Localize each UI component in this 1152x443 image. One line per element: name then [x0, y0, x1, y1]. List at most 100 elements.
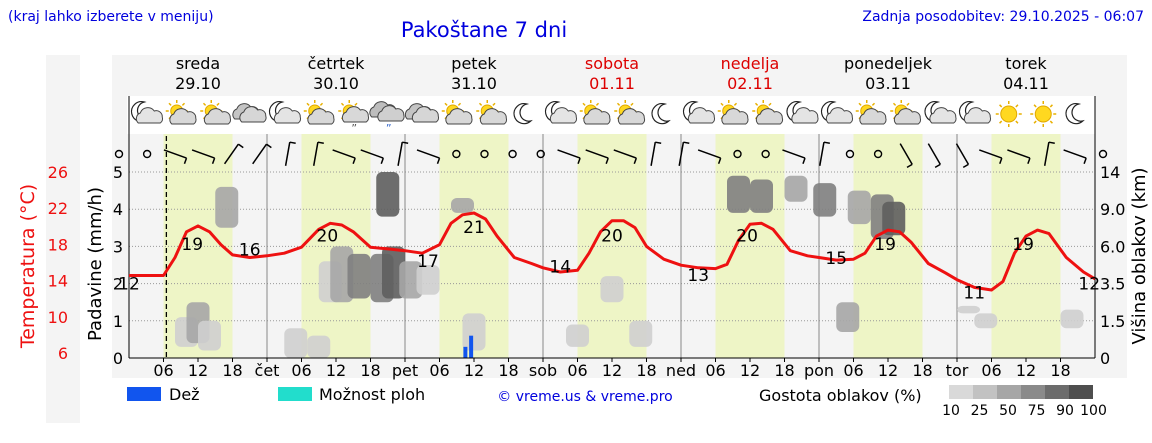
cloud-block — [882, 201, 906, 236]
time-tick: 12 — [326, 361, 346, 380]
time-tick: 18 — [360, 361, 380, 380]
cloud-block — [750, 179, 773, 213]
sun-cloud-icon — [200, 100, 232, 125]
precip-tick: 1 — [113, 312, 123, 331]
temperature-label: 19 — [1012, 235, 1034, 255]
temperature-label: 20 — [317, 226, 339, 246]
time-tick: 12 — [188, 361, 208, 380]
time-tick: 12 — [1016, 361, 1036, 380]
cloud-block — [836, 302, 860, 332]
cloud-block — [784, 175, 808, 202]
wind-barb — [416, 149, 441, 164]
svg-text:”: ” — [351, 122, 357, 135]
temperature-label: 12 — [1078, 275, 1100, 295]
density-step-label: 50 — [999, 403, 1017, 419]
wind-barb — [223, 143, 244, 165]
day-name: torek — [1005, 54, 1047, 73]
moon-cloud-icon — [682, 101, 716, 124]
day-date: 31.10 — [451, 74, 497, 93]
wind-barb — [332, 149, 356, 164]
density-step-label: 90 — [1056, 403, 1074, 419]
time-tick: 12 — [602, 361, 622, 380]
wind-barb — [650, 141, 662, 166]
time-tick: 06 — [429, 361, 449, 380]
moon-cloud-icon — [544, 101, 578, 124]
time-tick: 18 — [912, 361, 932, 380]
sun-cloud-icon — [303, 100, 335, 125]
day-date: 01.11 — [589, 74, 635, 93]
moon-icon — [1065, 103, 1085, 125]
wind-barb — [284, 141, 296, 166]
temperature-label: 17 — [417, 252, 439, 272]
time-tick: ned — [666, 361, 696, 380]
cloud-block — [284, 328, 308, 358]
cloud-rain-icon: ” — [369, 101, 405, 135]
temperature-label: 16 — [239, 241, 261, 261]
day-name: nedelja — [721, 54, 780, 73]
density-step-label: 10 — [942, 403, 960, 419]
location-hint[interactable]: (kraj lahko izberete v meniju) — [8, 9, 214, 25]
wind-barb — [585, 149, 609, 164]
cloud-block — [566, 324, 589, 347]
sun-cloud-drizzle-icon: ” — [338, 100, 370, 135]
wind-barb — [979, 149, 1003, 164]
sun-cloud-icon — [614, 100, 646, 125]
cloud-block — [215, 186, 239, 228]
moon-cloud-icon — [786, 101, 819, 124]
cloud-height-tick: 1.5 — [1100, 312, 1125, 331]
credit-link[interactable]: © vreme.us & vreme.pro — [497, 389, 672, 405]
left-gutter — [46, 55, 80, 423]
cloud-height-tick: 0 — [1100, 349, 1110, 368]
time-tick: 18 — [1050, 361, 1070, 380]
moon-cloud-icon — [924, 101, 957, 124]
svg-text:”: ” — [386, 122, 392, 135]
density-swatch — [997, 385, 1021, 399]
wind-barb — [557, 149, 581, 164]
temperature-tick: 10 — [48, 308, 68, 327]
temperature-line — [129, 211, 1096, 292]
day-date: 29.10 — [175, 74, 221, 93]
rain-legend-label: Dež — [169, 385, 200, 404]
day-name: četrtek — [308, 54, 366, 73]
daylight-band — [715, 96, 785, 358]
wind-barb — [819, 141, 830, 166]
day-name: sreda — [176, 54, 220, 73]
cloud-icon — [232, 103, 267, 123]
time-tick: 12 — [878, 361, 898, 380]
time-tick: 06 — [291, 361, 311, 380]
time-tick: 06 — [981, 361, 1001, 380]
cloud-block — [307, 335, 331, 358]
precip-tick: 4 — [113, 200, 123, 219]
cloud-block — [376, 172, 400, 217]
cloud-icon — [404, 103, 440, 123]
wind-barb — [927, 143, 941, 169]
time-tick: 06 — [567, 361, 587, 380]
wind-barb — [613, 149, 638, 164]
cloud-block — [600, 276, 624, 303]
temperature-label: 13 — [687, 266, 709, 286]
wind-barb — [163, 149, 188, 164]
moon-cloud-icon — [268, 101, 302, 124]
cloud-block — [1060, 309, 1084, 329]
precipitation-bars — [463, 335, 474, 358]
density-swatch — [1045, 385, 1069, 399]
wind-barb — [697, 149, 722, 164]
cloud-block — [974, 313, 998, 329]
sun-icon — [995, 101, 1022, 127]
sun-cloud-icon — [579, 100, 611, 125]
wind-barb — [678, 141, 690, 166]
temperature-label: 11 — [963, 283, 985, 303]
wind-barb — [114, 149, 124, 159]
time-tick: 18 — [774, 361, 794, 380]
wind-barb — [508, 149, 517, 159]
cloud-block — [727, 175, 750, 213]
temperature-tick: 14 — [48, 272, 68, 291]
density-step-label: 100 — [1080, 403, 1107, 419]
precip-bar — [463, 346, 468, 358]
last-updated: Zadnja posodobitev: 29.10.2025 - 06:07 — [862, 9, 1144, 25]
temperature-label: 12 — [118, 275, 140, 295]
wind-barb — [733, 149, 742, 159]
wind-barb — [252, 143, 272, 165]
